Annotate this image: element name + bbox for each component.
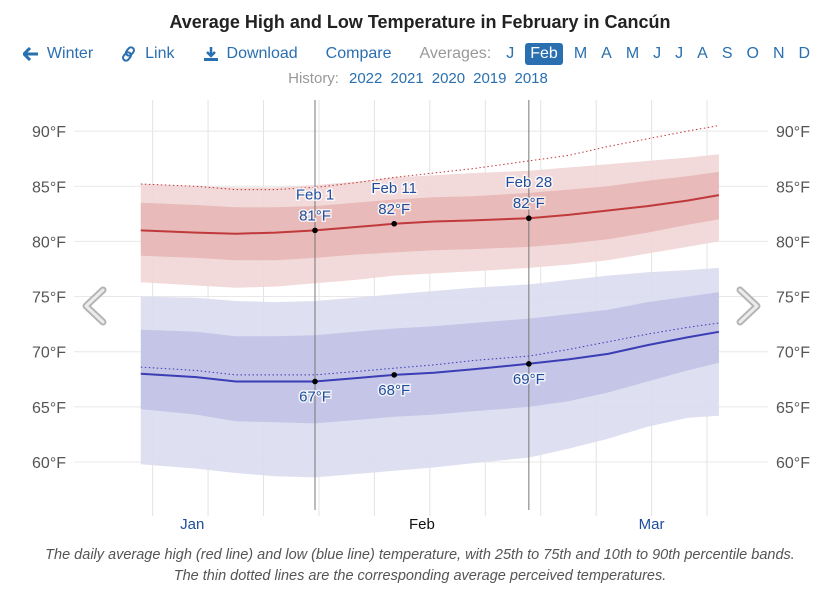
annotations: Feb 1 81°F Feb 11 82°F Feb 28 82°F 67°F 68°F 69°… xyxy=(294,173,553,407)
average-high-line xyxy=(140,194,720,235)
prev-arrow-icon[interactable] xyxy=(82,286,107,326)
averages-label: Averages: xyxy=(419,45,492,62)
link-icon xyxy=(122,46,136,62)
y-tick-label-left: 80°F xyxy=(32,234,66,251)
month-link-jan[interactable]: J xyxy=(506,45,515,62)
y-tick-label-right: 65°F xyxy=(776,400,810,417)
y-tick-label-left: 75°F xyxy=(32,290,66,307)
arrow-left-icon xyxy=(22,47,38,61)
y-tick-label-left: 65°F xyxy=(32,400,66,417)
annotation-date-label: Feb 28 xyxy=(505,174,552,191)
month-link-jul[interactable]: J xyxy=(675,45,684,62)
y-tick-label-left: 90°F xyxy=(32,124,66,141)
annotation-value-label: 82°F xyxy=(513,195,545,212)
link-label: Link xyxy=(145,45,175,62)
annotation-date-label: Feb 1 xyxy=(296,186,334,203)
carousel-arrows xyxy=(82,286,761,326)
y-tick-label-right: 85°F xyxy=(776,179,810,196)
month-link-nov[interactable]: N xyxy=(772,45,785,62)
month-link-apr[interactable]: A xyxy=(601,45,612,62)
data-point-marker xyxy=(391,372,398,378)
data-point-marker xyxy=(312,227,318,234)
download-button[interactable]: Download xyxy=(203,45,298,63)
history-nav: History: 2022 2021 2020 2019 2018 xyxy=(0,70,840,87)
y-tick-label-left: 85°F xyxy=(32,179,66,196)
chart-nav: Winter Link Download Compare Averages: J… xyxy=(0,43,840,65)
download-label: Download xyxy=(226,45,298,62)
y-tick-label-right: 75°F xyxy=(776,290,810,307)
y-tick-label-left: 60°F xyxy=(32,455,66,472)
history-year-2018[interactable]: 2018 xyxy=(514,70,548,87)
y-tick-label-right: 70°F xyxy=(776,345,810,362)
series-lines xyxy=(140,125,720,383)
chart-caption: The daily average high (red line) and lo… xyxy=(45,547,795,584)
compare-link[interactable]: Compare xyxy=(325,45,392,62)
month-link-may[interactable]: M xyxy=(625,45,640,62)
marker-lines xyxy=(314,100,530,510)
x-tick-label: Feb xyxy=(409,516,435,533)
high-band-25-75 xyxy=(140,171,719,261)
history-label: History: xyxy=(288,70,339,87)
y-tick-label-right: 80°F xyxy=(776,234,810,251)
temperature-chart: 60°F 60°F 65°F 65°F 70°F 70°F 75°F 75°F 80°F 80°F… xyxy=(32,100,810,533)
data-point-marker xyxy=(526,215,532,222)
winter-label: Winter xyxy=(46,45,94,62)
month-link-mar[interactable]: M xyxy=(573,45,588,62)
history-year-2020[interactable]: 2020 xyxy=(431,70,466,87)
month-link-feb[interactable]: Feb xyxy=(525,43,563,65)
low-band-25-75 xyxy=(140,292,719,424)
y-tick-label-left: 70°F xyxy=(32,345,66,362)
prev-arrow-icon-inner xyxy=(84,288,105,324)
average-low-line xyxy=(140,330,720,383)
annotation-value-label: 82°F xyxy=(378,201,410,218)
annotation-value-label: 67°F xyxy=(299,388,331,405)
annotation-date-label: Feb 11 xyxy=(371,180,417,197)
low-perceived-line xyxy=(140,322,719,376)
high-perceived-line xyxy=(140,125,719,191)
month-link-aug[interactable]: A xyxy=(697,45,708,62)
next-arrow-icon-inner xyxy=(738,288,759,324)
data-point-marker xyxy=(391,220,398,227)
month-link-dec[interactable]: D xyxy=(798,45,811,62)
history-year-2021[interactable]: 2021 xyxy=(390,70,424,87)
annotation-value-label: 69°F xyxy=(513,371,545,388)
download-icon xyxy=(203,47,218,61)
month-link-jun[interactable]: J xyxy=(653,45,662,62)
history-year-2019[interactable]: 2019 xyxy=(473,70,507,87)
percentile-bands xyxy=(140,154,719,478)
link-button[interactable]: Link xyxy=(121,45,175,63)
next-arrow-icon[interactable] xyxy=(736,286,761,326)
x-tick-label[interactable]: Jan xyxy=(180,516,204,533)
x-tick-label[interactable]: Mar xyxy=(639,516,665,533)
history-year-2022[interactable]: 2022 xyxy=(348,70,383,87)
y-tick-label-right: 60°F xyxy=(776,455,810,472)
month-link-sep[interactable]: S xyxy=(721,45,733,62)
annotation-value-label: 81°F xyxy=(299,207,331,224)
data-point-marker xyxy=(526,361,532,367)
y-tick-label-right: 90°F xyxy=(776,124,810,141)
winter-back-link[interactable]: Winter xyxy=(22,45,94,63)
axes: 60°F 60°F 65°F 65°F 70°F 70°F 75°F 75°F 80°F 80°F… xyxy=(32,124,810,533)
chart-title: Average High and Low Temperature in Febr… xyxy=(169,12,671,32)
data-point-marker xyxy=(312,378,318,385)
annotation-value-label: 68°F xyxy=(378,382,410,399)
month-link-oct[interactable]: O xyxy=(746,45,759,62)
